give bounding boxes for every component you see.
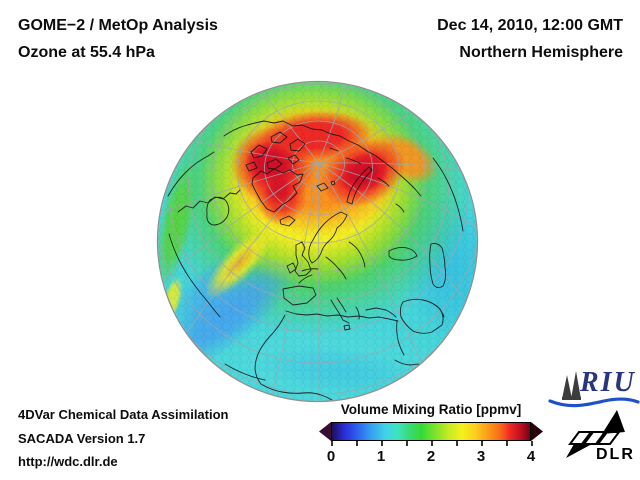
coast-black-sea [388,246,418,261]
coast-iceland [279,215,296,227]
dlr-logo: DLR [560,406,640,468]
wave-icon [548,397,640,408]
coastlines [167,120,464,401]
colorbar-right-arrow-icon [531,422,543,441]
coast-france [298,268,319,284]
colorbar-tick-label: 0 [326,448,336,465]
dlr-emblem-icon [566,410,625,458]
coast-kamchatka [432,157,464,232]
colorbar-left-arrow-icon [319,422,331,441]
colorbar: Volume Mixing Ratio [ppmv] 0 1 2 3 4 [319,402,543,466]
timestamp-label: Dec 14, 2010, 12:00 GMT [437,17,623,34]
colorbar-ticks [319,441,543,448]
footer-left: 4DVar Chemical Data Assimilation SACADA … [18,403,229,474]
grid-cell-texture [158,82,477,401]
dlr-logo-text: DLR [596,446,635,463]
coast-caspian [429,243,447,289]
globe-ozone-map [156,80,479,403]
coast-iberia [282,285,317,306]
hemisphere-label: Northern Hemisphere [459,44,623,61]
figure-subtitle: Ozone at 55.4 hPa [18,44,155,61]
coast-novaya-zemlya [346,166,373,205]
coast-mediterranean [285,310,399,322]
colorbar-labels: 0 1 2 3 4 [319,448,543,466]
header-left: GOME−2 / MetOp Analysis Ozone at 55.4 hP… [18,12,218,66]
coast-africa-west [254,314,286,385]
coast-caribbean [224,363,266,381]
colorbar-tick-label: 2 [426,448,436,465]
coast-alaska [167,120,265,197]
cathedral-icon [562,371,581,400]
coast-hudson-bay [206,196,230,226]
coast-uk-ireland [286,241,312,277]
header-right: Dec 14, 2010, 12:00 GMT Northern Hemisph… [437,12,623,66]
coast-arctic-islands [245,131,306,172]
coast-north-america [177,189,241,213]
colorbar-tick-label: 3 [476,448,486,465]
coast-na-west [168,233,221,318]
colorbar-tick-label: 1 [376,448,386,465]
coast-svalbard [316,180,336,192]
coast-scandinavia [308,211,366,280]
colorbar-tick-label: 4 [526,448,536,465]
coast-siberia [263,120,422,197]
globe-rim [156,80,479,403]
riu-logo: RIU [546,367,640,409]
colorbar-title: Volume Mixing Ratio [ppmv] [340,402,522,417]
colorbar-bar [331,422,531,441]
coast-siberia-rivers [329,147,405,213]
coast-guinea [260,383,333,401]
ozone-field [158,82,477,401]
coast-arabia [399,298,445,334]
method-label: 4DVar Chemical Data Assimilation [18,407,229,422]
coast-greece-anatolia [355,306,397,320]
version-label: SACADA Version 1.7 [18,430,146,446]
colorbar-gradient [319,422,543,441]
figure-title: GOME−2 / MetOp Analysis [18,17,218,34]
riu-logo-text: RIU [580,367,636,398]
website-url: http://wdc.dlr.de [18,454,118,469]
coast-italy [330,297,351,331]
